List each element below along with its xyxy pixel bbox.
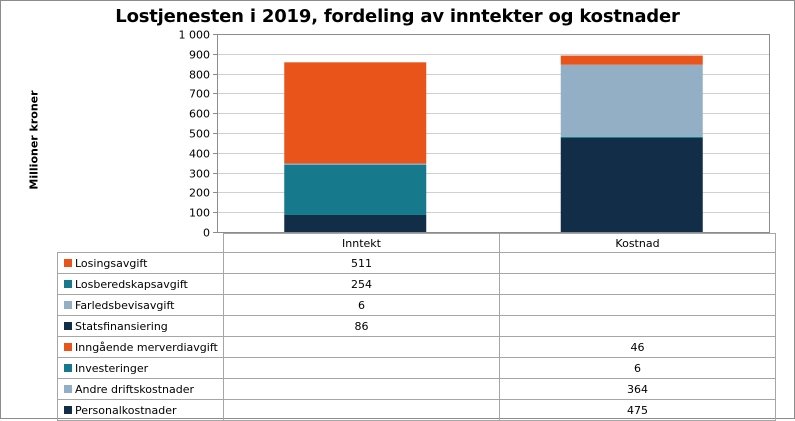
legend-entry: Investeringer (57, 357, 224, 379)
table-row: Losberedskapsavgift 254 (57, 273, 776, 295)
y-tick-label: 800 (189, 69, 210, 82)
bar-segment (560, 55, 703, 65)
y-tick-label: 200 (189, 187, 210, 200)
bar-segment (560, 137, 703, 232)
data-label (223, 336, 500, 358)
data-label (499, 273, 776, 295)
x-tick-label: Inntekt (223, 233, 500, 253)
bar-segment (284, 62, 427, 164)
legend-entry: Inngående merverdiavgift (57, 336, 224, 358)
data-table: Inntekt Kostnad Losingsavgift 511 Losberedsk… (57, 233, 776, 421)
legend-swatch (64, 384, 72, 393)
legend-entry: Losingsavgift (57, 252, 224, 274)
data-label (499, 252, 776, 274)
legend-entry: Personalkostnader (57, 399, 224, 421)
table-row: Investeringer 6 (57, 357, 776, 379)
legend-label: Inngående merverdiavgift (75, 340, 218, 354)
data-label: 254 (223, 273, 500, 295)
data-label (499, 315, 776, 337)
bar-segment (284, 164, 427, 215)
legend-swatch (64, 342, 72, 351)
legend-label: Losberedskapsavgift (75, 277, 188, 291)
y-tick-label: 700 (189, 88, 210, 101)
table-row: Losingsavgift 511 (57, 252, 776, 274)
data-label: 86 (223, 315, 500, 337)
legend-swatch (64, 405, 72, 414)
legend-entry: Andre driftskostnader (57, 378, 224, 400)
table-header-row: Inntekt Kostnad (57, 233, 776, 253)
table-row: Farledsbevisavgift 6 (57, 294, 776, 316)
table-row: Andre driftskostnader 364 (57, 378, 776, 400)
data-label (499, 294, 776, 316)
data-label: 6 (499, 357, 776, 379)
table-row: Statsfinansiering 86 (57, 315, 776, 337)
legend-swatch (64, 300, 72, 309)
legend-swatch (64, 363, 72, 372)
y-tick-label: 1 000 (179, 29, 211, 42)
data-label: 46 (499, 336, 776, 358)
data-label: 6 (223, 294, 500, 316)
y-tick-label: 100 (189, 207, 210, 220)
legend-label: Personalkostnader (75, 403, 177, 417)
table-row: Inngående merverdiavgift 46 (57, 336, 776, 358)
bar-segment (560, 64, 703, 137)
data-label: 511 (223, 252, 500, 274)
data-label: 475 (499, 399, 776, 421)
x-tick-label: Kostnad (499, 233, 776, 253)
legend-swatch (64, 258, 72, 267)
y-tick-label: 0 (203, 227, 210, 240)
legend-swatch (64, 321, 72, 330)
data-label (223, 378, 500, 400)
y-tick-label: 900 (189, 49, 210, 62)
legend-entry: Losberedskapsavgift (57, 273, 224, 295)
table-row: Personalkostnader 475 (57, 399, 776, 421)
bar-segment (284, 163, 427, 165)
legend-entry: Farledsbevisavgift (57, 294, 224, 316)
table-corner (57, 233, 224, 253)
data-label (223, 399, 500, 421)
y-tick-label: 500 (189, 128, 210, 141)
legend-entry: Statsfinansiering (57, 315, 224, 337)
chart-title: Lostjenesten i 2019, fordeling av inntek… (115, 6, 680, 27)
legend-label: Statsfinansiering (75, 319, 168, 333)
bar-segment (284, 214, 427, 232)
data-label: 364 (499, 378, 776, 400)
data-label (223, 357, 500, 379)
legend-label: Andre driftskostnader (75, 382, 195, 396)
y-tick-label: 600 (189, 108, 210, 121)
legend-label: Investeringer (75, 361, 149, 375)
legend-label: Farledsbevisavgift (75, 298, 175, 312)
legend-label: Losingsavgift (75, 256, 148, 270)
y-tick-label: 300 (189, 168, 210, 181)
bar-segment (560, 136, 703, 138)
legend-swatch (64, 279, 72, 288)
y-tick-label: 400 (189, 148, 210, 161)
